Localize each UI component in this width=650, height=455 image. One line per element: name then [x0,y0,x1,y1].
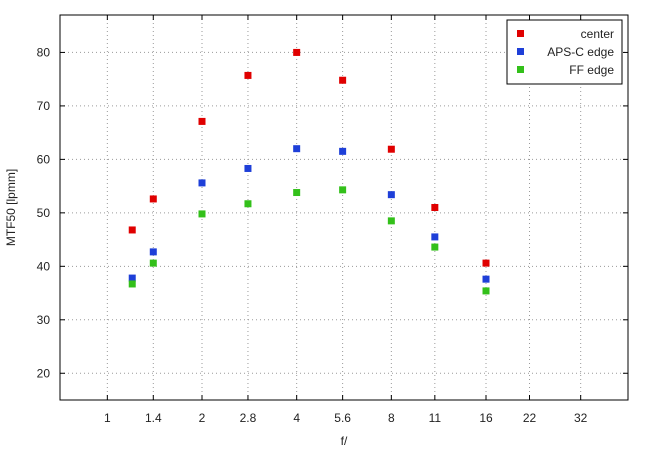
x-tick-label: 22 [523,411,537,425]
x-tick-label: 2.8 [240,411,257,425]
data-point [431,204,439,211]
y-tick-label: 50 [37,206,51,220]
data-point [128,226,136,234]
data-point [244,71,252,79]
data-point [149,248,157,256]
data-point [198,210,206,218]
data-point [431,243,439,251]
data-point [387,217,395,225]
legend-box [506,19,623,85]
data-point [482,287,490,295]
legend-label: APS-C edge [547,45,614,59]
x-tick-label: 1 [104,411,111,425]
legend-marker [517,66,524,73]
data-point [149,259,157,267]
data-point [339,76,347,84]
data-point [198,117,206,125]
data-point [128,274,136,282]
y-tick-label: 30 [37,313,51,327]
x-tick-label: 2 [199,411,206,425]
y-tick-label: 60 [37,152,51,166]
y-tick-label: 40 [37,259,51,273]
x-tick-label: 5.6 [334,411,351,425]
data-point [339,147,347,155]
data-point [244,200,252,208]
data-point [339,186,347,194]
y-axis: 20 30 40 50 60 70 80 [37,45,628,380]
x-tick-label: 8 [388,411,395,425]
data-point [293,48,301,56]
legend-label: center [581,27,614,41]
x-tick-label: 1.4 [145,411,162,425]
data-point [293,145,301,153]
series-0 [128,48,490,267]
legend-label: FF edge [569,63,614,77]
x-axis-title: f/ [341,434,348,448]
data-point [149,195,157,203]
data-point [482,275,490,283]
data-point [387,191,395,199]
data-point [293,189,301,197]
series-2 [128,186,490,295]
data-point [244,164,252,172]
data-point [198,179,206,187]
plot-area [59,14,629,401]
data-point [482,259,490,267]
x-tick-label: 16 [479,411,493,425]
x-tick-label: 4 [293,411,300,425]
y-tick-label: 70 [37,99,51,113]
legend-marker [517,48,524,55]
x-tick-label: 32 [574,411,588,425]
x-tick-label: 11 [429,411,442,425]
data-points [128,48,490,295]
y-axis-title: MTF50 [lpmm] [4,169,18,246]
legend-marker [517,30,524,37]
y-tick-label: 20 [37,366,51,380]
data-point [431,233,439,241]
x-axis: 1 1.4 2 2.8 4 5.6 8 11 16 22 32 [104,15,588,425]
data-point [387,145,395,153]
legend: center APS-C edge FF edge [506,19,623,85]
data-point [128,280,136,288]
y-tick-label: 80 [37,45,51,59]
series-1 [128,145,490,283]
